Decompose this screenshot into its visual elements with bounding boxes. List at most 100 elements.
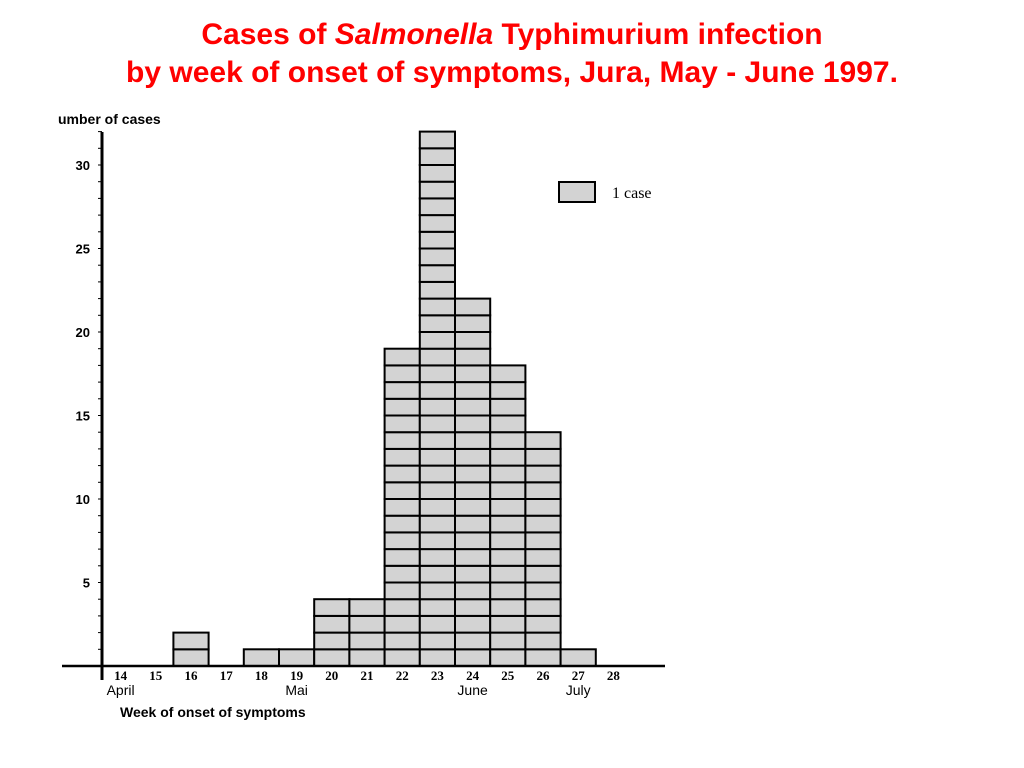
case-box-week-25	[489, 548, 527, 567]
case-box-week-25	[489, 447, 527, 467]
x-tick-label: 26	[537, 668, 551, 683]
case-box-week-22	[383, 531, 421, 551]
case-box-week-26	[524, 648, 562, 667]
case-box-week-27	[559, 648, 597, 667]
case-box-week-24	[454, 464, 492, 484]
case-box-week-22	[383, 631, 421, 651]
case-box-week-26	[524, 564, 562, 584]
y-tick-label: 10	[76, 492, 90, 507]
case-box-week-23	[418, 247, 456, 267]
case-box-week-23	[418, 614, 456, 634]
case-box-week-24	[454, 347, 492, 367]
case-box-week-23	[418, 631, 456, 651]
case-box-week-22	[383, 414, 421, 434]
case-box-week-26	[524, 447, 562, 467]
case-box-week-23	[418, 264, 456, 283]
case-box-week-24	[454, 331, 492, 350]
case-box-week-23	[418, 431, 456, 450]
case-box-week-24	[454, 598, 492, 617]
case-box-week-22	[383, 514, 421, 534]
case-box-week-23	[418, 381, 456, 400]
case-box-week-22	[383, 347, 421, 367]
case-box-week-24	[454, 414, 492, 434]
case-box-week-24	[454, 314, 492, 333]
case-box-week-23	[418, 214, 456, 233]
case-box-week-23	[418, 130, 456, 150]
case-box-week-26	[524, 431, 562, 450]
case-box-week-23	[418, 347, 456, 367]
case-box-week-19	[278, 648, 316, 667]
case-box-week-23	[418, 297, 456, 317]
case-box-week-22	[383, 498, 421, 517]
x-tick-label: 23	[431, 668, 445, 683]
case-box-week-25	[489, 614, 527, 634]
x-tick-label: 20	[325, 668, 338, 683]
case-box-week-24	[454, 447, 492, 467]
case-box-week-23	[418, 548, 456, 567]
x-axis-label: Week of onset of symptoms	[120, 704, 306, 720]
case-box-week-22	[383, 464, 421, 484]
case-box-week-20	[313, 598, 351, 617]
case-box-week-24	[454, 531, 492, 551]
case-box-week-20	[313, 614, 351, 634]
x-tick-label: 27	[572, 668, 586, 683]
case-box-week-21	[348, 648, 386, 667]
case-box-week-23	[418, 147, 456, 167]
case-box-week-22	[383, 598, 421, 617]
case-box-week-24	[454, 514, 492, 534]
case-box-week-24	[454, 297, 492, 317]
case-box-week-22	[383, 431, 421, 450]
x-tick-label: 15	[149, 668, 163, 683]
case-box-week-22	[383, 481, 421, 500]
case-box-week-26	[524, 531, 562, 551]
case-box-week-22	[383, 548, 421, 567]
title-line-1: Cases of Salmonella Typhimurium infectio…	[201, 18, 823, 51]
case-box-week-25	[489, 581, 527, 601]
case-box-week-21	[348, 631, 386, 651]
case-box-week-23	[418, 447, 456, 467]
y-axis-label: umber of cases	[58, 111, 161, 127]
case-box-week-23	[418, 498, 456, 517]
x-tick-label: 19	[290, 668, 304, 683]
case-box-week-23	[418, 481, 456, 500]
case-box-week-16	[172, 648, 210, 667]
case-box-week-20	[313, 631, 351, 651]
case-box-week-25	[489, 631, 527, 651]
month-label: July	[566, 682, 591, 698]
case-box-week-25	[489, 498, 527, 517]
case-box-week-23	[418, 197, 456, 217]
case-box-week-24	[454, 614, 492, 634]
case-box-week-23	[418, 464, 456, 484]
y-tick-label: 5	[83, 576, 90, 591]
case-box-week-24	[454, 364, 492, 384]
case-box-week-25	[489, 397, 527, 417]
case-box-week-22	[383, 614, 421, 634]
case-box-week-22	[383, 648, 421, 667]
y-tick-label: 15	[76, 409, 90, 424]
x-tick-label: 21	[361, 668, 374, 683]
x-tick-label: 17	[220, 668, 234, 683]
month-label: April	[107, 682, 135, 698]
case-box-week-23	[418, 397, 456, 417]
case-box-week-25	[489, 381, 527, 400]
case-box-week-26	[524, 598, 562, 617]
case-box-week-26	[524, 614, 562, 634]
y-tick-label: 20	[76, 325, 90, 340]
case-box-week-24	[454, 648, 492, 667]
x-tick-label: 22	[396, 668, 409, 683]
case-box-week-25	[489, 648, 527, 667]
case-box-week-26	[524, 481, 562, 500]
case-box-week-23	[418, 648, 456, 667]
case-box-week-24	[454, 381, 492, 400]
case-box-week-22	[383, 447, 421, 467]
case-box-week-24	[454, 498, 492, 517]
case-box-week-25	[489, 514, 527, 534]
case-box-week-26	[524, 631, 562, 651]
case-box-week-25	[489, 531, 527, 551]
case-box-week-23	[418, 314, 456, 333]
case-box-week-23	[418, 514, 456, 534]
case-box-week-26	[524, 548, 562, 567]
case-box-week-23	[418, 364, 456, 384]
case-box-week-21	[348, 598, 386, 617]
